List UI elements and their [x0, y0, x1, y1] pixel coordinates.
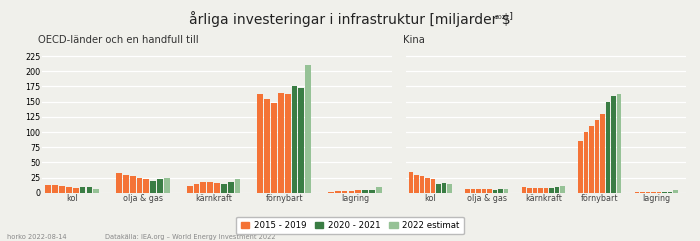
Bar: [436, 184, 441, 193]
Bar: [668, 192, 672, 193]
Bar: [93, 188, 99, 193]
Bar: [420, 176, 424, 193]
Bar: [578, 141, 583, 193]
Bar: [527, 188, 532, 193]
Bar: [498, 189, 503, 193]
Bar: [136, 178, 142, 193]
Bar: [335, 191, 341, 193]
Bar: [150, 181, 156, 193]
Bar: [640, 192, 645, 193]
Bar: [66, 187, 72, 193]
Text: Datakälla: IEA.org – World Energy Investment 2022: Datakälla: IEA.org – World Energy Invest…: [105, 234, 276, 240]
Bar: [442, 183, 447, 193]
Bar: [80, 187, 85, 193]
Bar: [228, 182, 234, 193]
Text: Kina: Kina: [403, 35, 425, 45]
Bar: [493, 190, 497, 193]
Bar: [503, 189, 508, 193]
Legend: 2015 - 2019, 2020 - 2021, 2022 estimat: 2015 - 2019, 2020 - 2021, 2022 estimat: [237, 217, 463, 234]
Bar: [356, 190, 361, 193]
Bar: [662, 192, 667, 193]
Bar: [342, 191, 347, 193]
Bar: [554, 187, 559, 193]
Bar: [657, 192, 661, 193]
Bar: [271, 103, 277, 193]
Bar: [73, 188, 78, 193]
Bar: [349, 191, 354, 193]
Bar: [52, 185, 58, 193]
Bar: [116, 173, 122, 193]
Bar: [482, 189, 486, 193]
Bar: [645, 192, 650, 193]
Bar: [430, 180, 435, 193]
Bar: [258, 94, 263, 193]
Bar: [164, 178, 170, 193]
Bar: [476, 189, 481, 193]
Bar: [292, 87, 298, 193]
Bar: [158, 180, 163, 193]
Bar: [59, 186, 65, 193]
Bar: [200, 182, 206, 193]
Bar: [285, 94, 290, 193]
Bar: [584, 132, 589, 193]
Bar: [595, 120, 599, 193]
Bar: [328, 192, 334, 193]
Bar: [589, 126, 594, 193]
Bar: [550, 188, 554, 193]
Bar: [538, 188, 543, 193]
Bar: [278, 93, 284, 193]
Bar: [447, 184, 452, 193]
Bar: [466, 188, 470, 193]
Bar: [187, 186, 192, 193]
Bar: [487, 189, 492, 193]
Text: OECD-länder och en handfull till: OECD-länder och en handfull till: [38, 35, 199, 45]
Bar: [606, 102, 610, 193]
Text: ₂₀₂₁]: ₂₀₂₁]: [494, 11, 513, 20]
Bar: [611, 96, 616, 193]
Bar: [298, 88, 304, 193]
Bar: [409, 172, 414, 193]
Bar: [470, 188, 475, 193]
Bar: [617, 94, 622, 193]
Bar: [264, 99, 270, 193]
Bar: [234, 180, 241, 193]
Bar: [635, 192, 639, 193]
Bar: [144, 179, 149, 193]
Text: horko 2022-08-14: horko 2022-08-14: [7, 234, 66, 240]
Bar: [673, 190, 678, 193]
Bar: [425, 178, 430, 193]
Bar: [533, 188, 538, 193]
Bar: [87, 187, 92, 193]
Bar: [651, 192, 656, 193]
Bar: [193, 184, 199, 193]
Bar: [214, 183, 220, 193]
Bar: [376, 187, 382, 193]
Bar: [207, 182, 213, 193]
Bar: [414, 174, 419, 193]
Bar: [522, 187, 526, 193]
Bar: [544, 188, 548, 193]
Bar: [362, 190, 368, 193]
Text: årliga investeringar i infrastruktur [miljarder $: årliga investeringar i infrastruktur [mi…: [189, 11, 511, 27]
Bar: [560, 186, 565, 193]
Bar: [221, 184, 227, 193]
Bar: [600, 114, 605, 193]
Bar: [369, 190, 375, 193]
Bar: [130, 176, 136, 193]
Bar: [46, 185, 51, 193]
Bar: [123, 174, 129, 193]
Bar: [305, 65, 311, 193]
